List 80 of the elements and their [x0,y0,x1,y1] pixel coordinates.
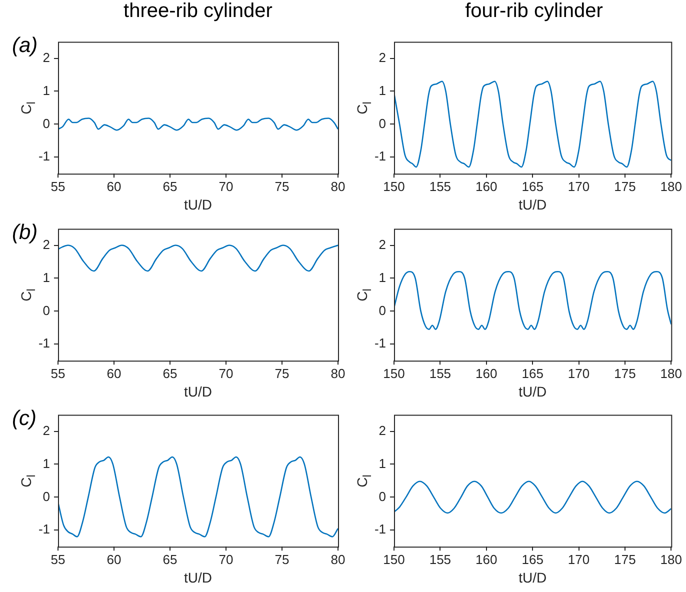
y-tick-label: 0 [42,488,50,504]
x-tick-label: 55 [50,178,66,194]
y-tick-label: -1 [374,335,386,350]
line-series [394,80,672,168]
x-axis-title: tU/D [518,382,547,399]
x-tick-label: 150 [383,552,405,567]
x-tick-label: 65 [162,552,178,567]
x-axis-title: tU/D [184,196,212,212]
x-tick-label: 70 [218,552,234,567]
x-axis-title: tU/D [184,382,212,399]
x-axis-title: tU/D [184,569,212,586]
chart-title: three-rib cylinder [122,0,274,23]
text: (a) [12,34,38,58]
x-tick-label: 75 [274,552,290,567]
x-tick-label: 160 [476,365,498,380]
y-tick-label: -1 [374,522,386,537]
line-series [394,480,672,514]
y-tick-label: 1 [378,269,386,284]
x-tick-label: 165 [522,552,544,567]
y-tick-label: 1 [42,82,50,98]
x-tick-label: 180 [660,552,682,567]
x-tick-label: 170 [568,552,590,567]
y-tick-label: -1 [38,335,50,350]
x-tick-label: 155 [429,365,452,380]
text: (c) [12,407,36,431]
line-series [58,244,338,272]
x-tick-label: 150 [383,365,405,380]
line-series [58,456,338,538]
y-tick-label: 0 [378,302,386,318]
x-tick-label: 165 [522,365,544,380]
x-tick-label: 160 [476,552,498,567]
y-tick-label: 0 [42,116,50,131]
y-tick-label: 1 [42,456,50,471]
x-tick-label: 55 [50,552,66,567]
x-tick-label: 60 [106,552,122,567]
y-tick-label: 1 [42,269,50,284]
x-tick-label: 155 [429,552,452,567]
x-tick-label: 60 [106,178,122,194]
x-tick-label: 165 [522,178,544,194]
x-tick-label: 160 [476,178,498,194]
x-tick-label: 150 [383,178,405,194]
x-tick-label: 65 [162,178,178,194]
x-tick-label: 175 [614,365,636,380]
x-tick-label: 180 [660,365,682,380]
x-tick-label: 70 [218,365,234,380]
line-series [394,270,672,330]
y-tick-label: 2 [42,50,50,65]
y-tick-label: -1 [38,148,50,164]
y-tick-label: 0 [378,116,386,131]
y-tick-label: 2 [378,422,386,438]
x-tick-label: 75 [274,365,290,380]
x-tick-label: 155 [429,178,452,194]
x-tick-label: 170 [568,365,590,380]
y-tick-label: -1 [374,148,386,164]
text: (b) [12,220,38,244]
x-tick-label: 65 [162,365,178,380]
y-tick-label: -1 [38,522,50,537]
y-tick-label: 2 [42,236,50,252]
chart-title: four-rib cylinder [464,0,604,23]
x-tick-label: 175 [614,178,636,194]
x-tick-label: 80 [330,552,346,567]
x-tick-label: 170 [568,178,590,194]
y-tick-label: 2 [42,422,50,438]
line-series [58,118,338,131]
x-tick-label: 60 [106,365,122,380]
x-tick-label: 80 [330,178,346,194]
y-tick-label: 1 [378,456,386,471]
x-tick-label: 55 [50,365,66,380]
y-tick-label: 0 [42,302,50,318]
x-tick-label: 75 [274,178,290,194]
x-tick-label: 180 [660,178,682,194]
x-tick-label: 80 [330,365,346,380]
x-tick-label: 70 [218,178,234,194]
x-axis-title: tU/D [518,196,547,212]
y-tick-label: 0 [378,488,386,504]
y-tick-label: 2 [378,50,386,65]
x-axis-title: tU/D [518,569,547,586]
y-tick-label: 1 [378,82,386,98]
x-tick-label: 175 [614,552,636,567]
y-tick-label: 2 [378,236,386,252]
